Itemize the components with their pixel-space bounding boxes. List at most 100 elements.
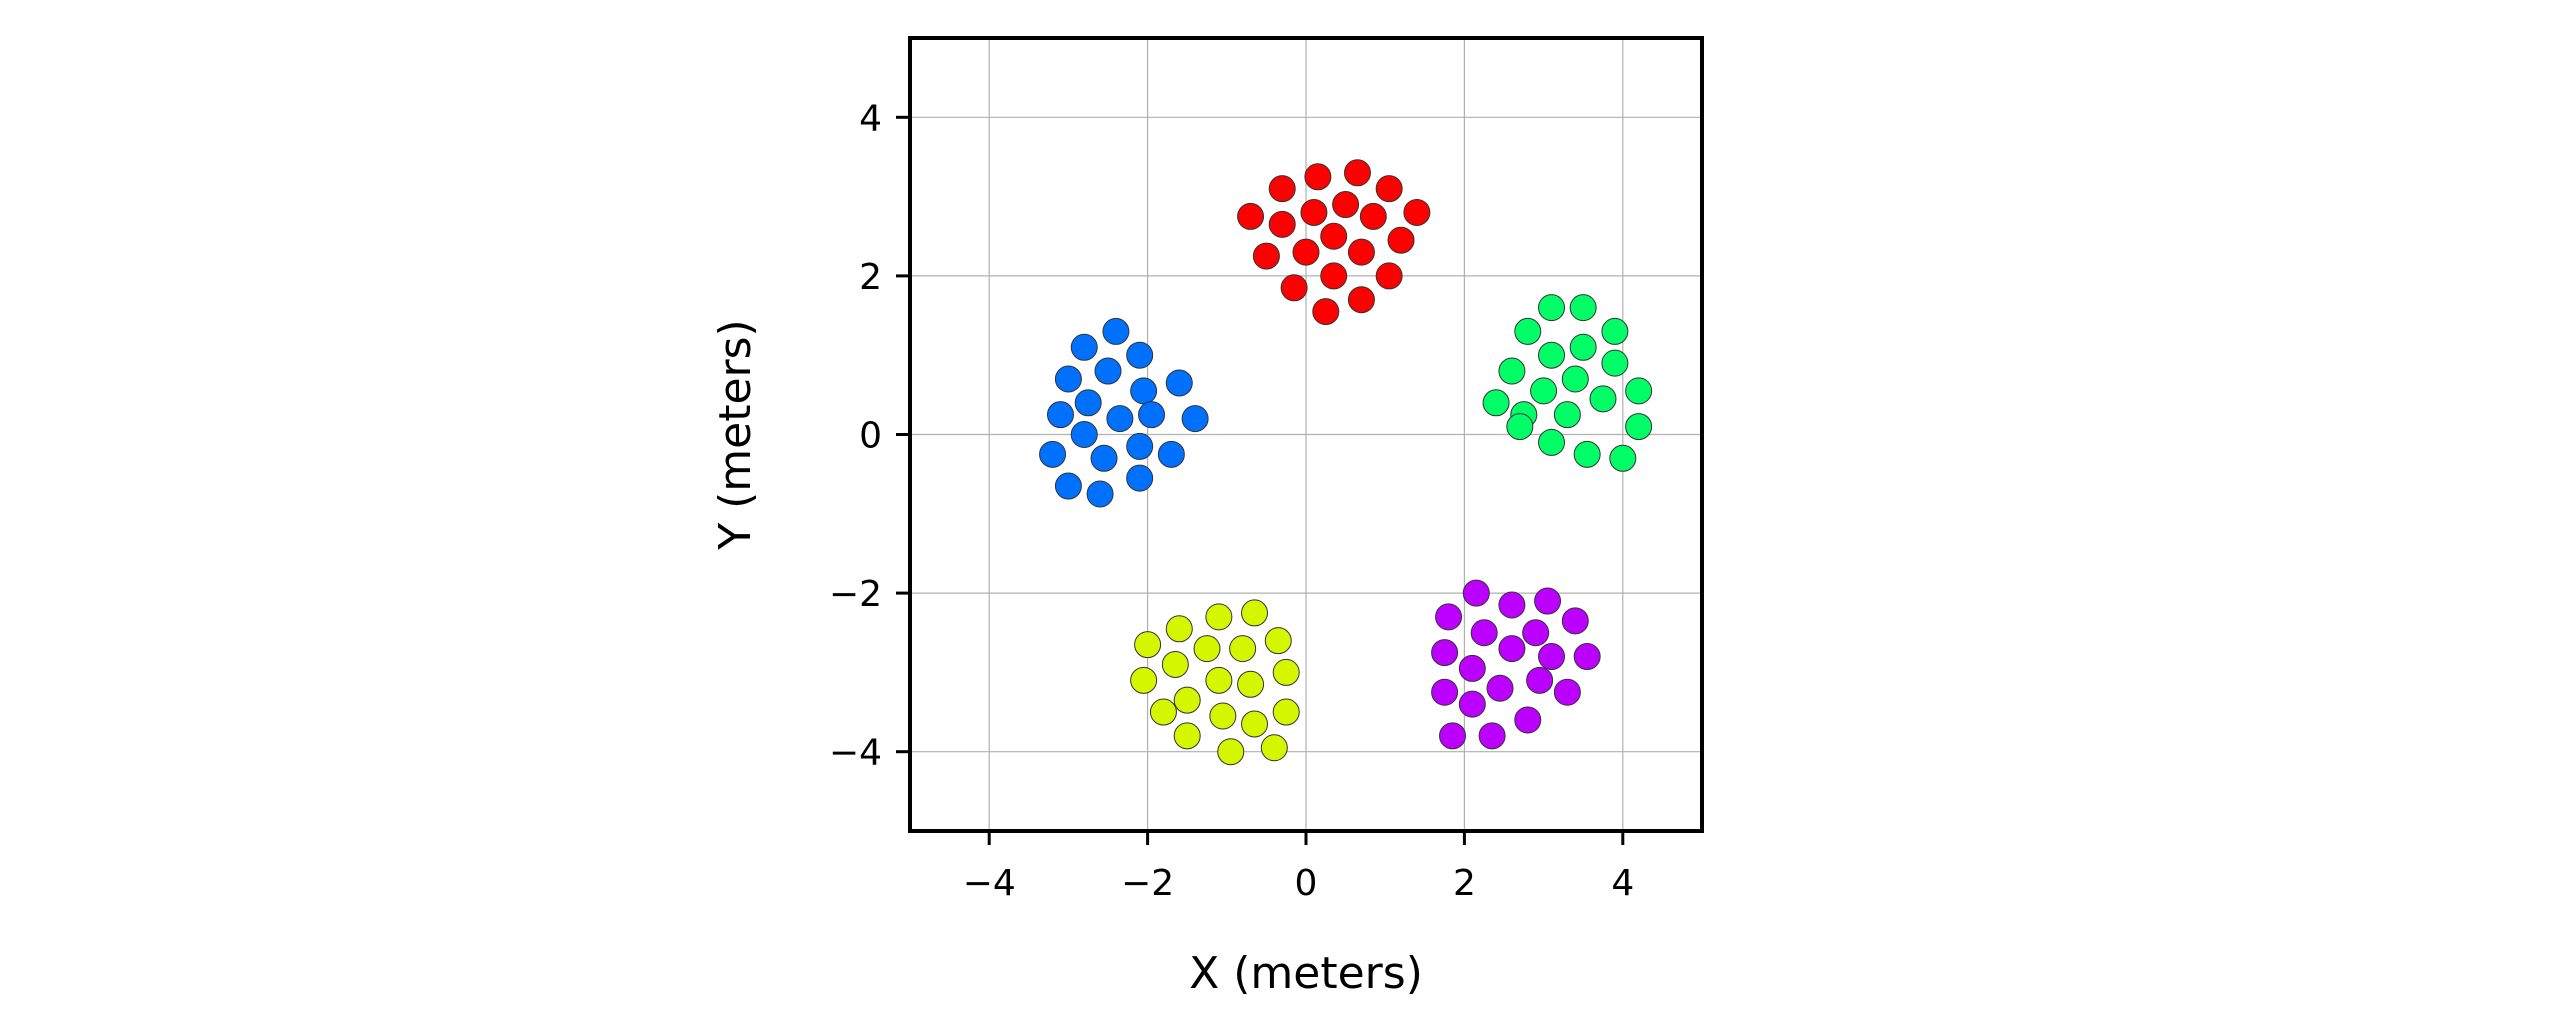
scatter-point <box>1435 603 1463 631</box>
scatter-point <box>1498 591 1526 619</box>
scatter-point <box>1514 706 1542 734</box>
x-tick-label: 0 <box>1295 863 1318 904</box>
scatter-point <box>1482 389 1510 417</box>
scatter-point <box>1375 262 1403 290</box>
point-cluster <box>1482 294 1653 472</box>
scatter-point <box>1237 202 1265 230</box>
scatter-point <box>1157 440 1185 468</box>
scatter-point <box>1280 274 1308 302</box>
x-tick-label: −2 <box>1121 863 1174 904</box>
scatter-point <box>1217 738 1245 766</box>
y-tick-label: 0 <box>859 416 882 457</box>
point-cluster <box>1237 159 1431 326</box>
scatter-point <box>1134 631 1162 659</box>
x-tick-label: 4 <box>1611 863 1634 904</box>
scatter-point <box>1506 413 1534 441</box>
scatter-point <box>1241 710 1269 738</box>
grid <box>910 38 1702 831</box>
scatter-point <box>1534 587 1562 615</box>
scatter-point <box>1387 226 1415 254</box>
axis-ticks: −4 −2 0 2 4 −4 −2 0 2 4 <box>829 98 1634 904</box>
scatter-point <box>1130 377 1158 405</box>
scatter-point <box>1165 369 1193 397</box>
scatter-point <box>1375 175 1403 203</box>
scatter-point <box>1126 432 1154 460</box>
scatter-point <box>1054 472 1082 500</box>
scatter-point <box>1138 401 1166 429</box>
scatter-point <box>1320 222 1348 250</box>
scatter-point <box>1074 389 1102 417</box>
scatter-point <box>1205 666 1233 694</box>
scatter-point <box>1086 480 1114 508</box>
scatter-point <box>1573 643 1601 671</box>
scatter-point <box>1343 159 1371 187</box>
scatter-point <box>1498 635 1526 663</box>
scatter-point <box>1538 428 1566 456</box>
scatter-point <box>1431 639 1459 667</box>
scatter-point <box>1609 444 1637 472</box>
scatter-point <box>1359 202 1387 230</box>
scatter-point <box>1173 722 1201 750</box>
scatter-point <box>1458 690 1486 718</box>
scatter-point <box>1264 627 1292 655</box>
scatter-point <box>1526 666 1554 694</box>
scatter-point <box>1260 734 1288 762</box>
scatter-point <box>1431 678 1459 706</box>
point-cluster <box>1039 317 1209 508</box>
scatter-point <box>1569 333 1597 361</box>
y-axis-label: Y (meters) <box>710 319 761 550</box>
scatter-point <box>1530 377 1558 405</box>
scatter-point <box>1347 286 1375 314</box>
scatter-point <box>1462 579 1490 607</box>
scatter-point <box>1149 698 1177 726</box>
scatter-point <box>1237 670 1265 698</box>
x-axis-label: X (meters) <box>1189 948 1423 999</box>
scatter-point <box>1193 635 1221 663</box>
y-tick-label: 2 <box>859 257 882 298</box>
point-cluster <box>1130 599 1300 766</box>
scatter-point <box>1625 377 1653 405</box>
scatter-point <box>1173 686 1201 714</box>
data-points <box>1039 159 1653 766</box>
scatter-point <box>1589 385 1617 413</box>
scatter-point <box>1046 401 1074 429</box>
scatter-point <box>1320 262 1348 290</box>
scatter-point <box>1347 238 1375 266</box>
scatter-point <box>1090 444 1118 472</box>
scatter-point <box>1403 198 1431 226</box>
scatter-point <box>1601 317 1629 345</box>
scatter-point <box>1054 365 1082 393</box>
scatter-point <box>1241 599 1269 627</box>
scatter-point <box>1106 405 1134 433</box>
scatter-point <box>1514 317 1542 345</box>
scatter-point <box>1561 607 1589 635</box>
scatter-point <box>1094 357 1122 385</box>
scatter-point <box>1209 702 1237 730</box>
scatter-point <box>1205 603 1233 631</box>
scatter-point <box>1312 298 1340 326</box>
scatter-point <box>1292 238 1320 266</box>
scatter-point <box>1268 175 1296 203</box>
scatter-point <box>1486 674 1514 702</box>
scatter-point <box>1272 698 1300 726</box>
scatter-point <box>1102 317 1130 345</box>
scatter-point <box>1478 722 1506 750</box>
scatter-point <box>1470 619 1498 647</box>
scatter-point <box>1300 198 1328 226</box>
y-tick-label: 4 <box>859 98 882 139</box>
scatter-point <box>1272 658 1300 686</box>
scatter-point <box>1561 365 1589 393</box>
scatter-point <box>1522 619 1550 647</box>
scatter-point <box>1458 654 1486 682</box>
x-tick-label: 2 <box>1453 863 1476 904</box>
y-tick-label: −4 <box>829 733 882 774</box>
scatter-point <box>1538 341 1566 369</box>
scatter-point <box>1130 666 1158 694</box>
scatter-point <box>1538 643 1566 671</box>
scatter-point <box>1165 615 1193 643</box>
scatter-point <box>1126 464 1154 492</box>
scatter-point <box>1252 242 1280 270</box>
scatter-point <box>1573 440 1601 468</box>
scatter-point <box>1601 349 1629 377</box>
scatter-point <box>1553 678 1581 706</box>
